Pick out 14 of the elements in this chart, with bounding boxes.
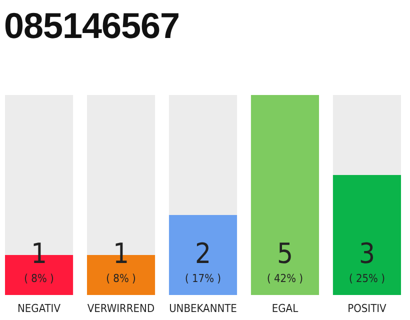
x-tick-label: EGAL <box>272 302 299 315</box>
data-label: 2 <box>194 237 212 270</box>
annotation: ( 8% ) <box>24 272 54 285</box>
data-label: 5 <box>276 237 294 270</box>
x-tick-label: NEGATIV <box>18 302 61 315</box>
annotation: ( 8% ) <box>106 272 136 285</box>
annotation: ( 25% ) <box>348 272 386 285</box>
x-tick-label: VERWIRREND <box>87 302 155 315</box>
annotation: ( 42% ) <box>266 272 304 285</box>
annotation: ( 17% ) <box>184 272 222 285</box>
chart-title: 085146567 <box>4 5 180 46</box>
data-label: 3 <box>358 237 375 270</box>
x-tick-label: POSITIV <box>348 302 387 315</box>
x-tick-label: UNBEKANNTE <box>169 302 237 315</box>
